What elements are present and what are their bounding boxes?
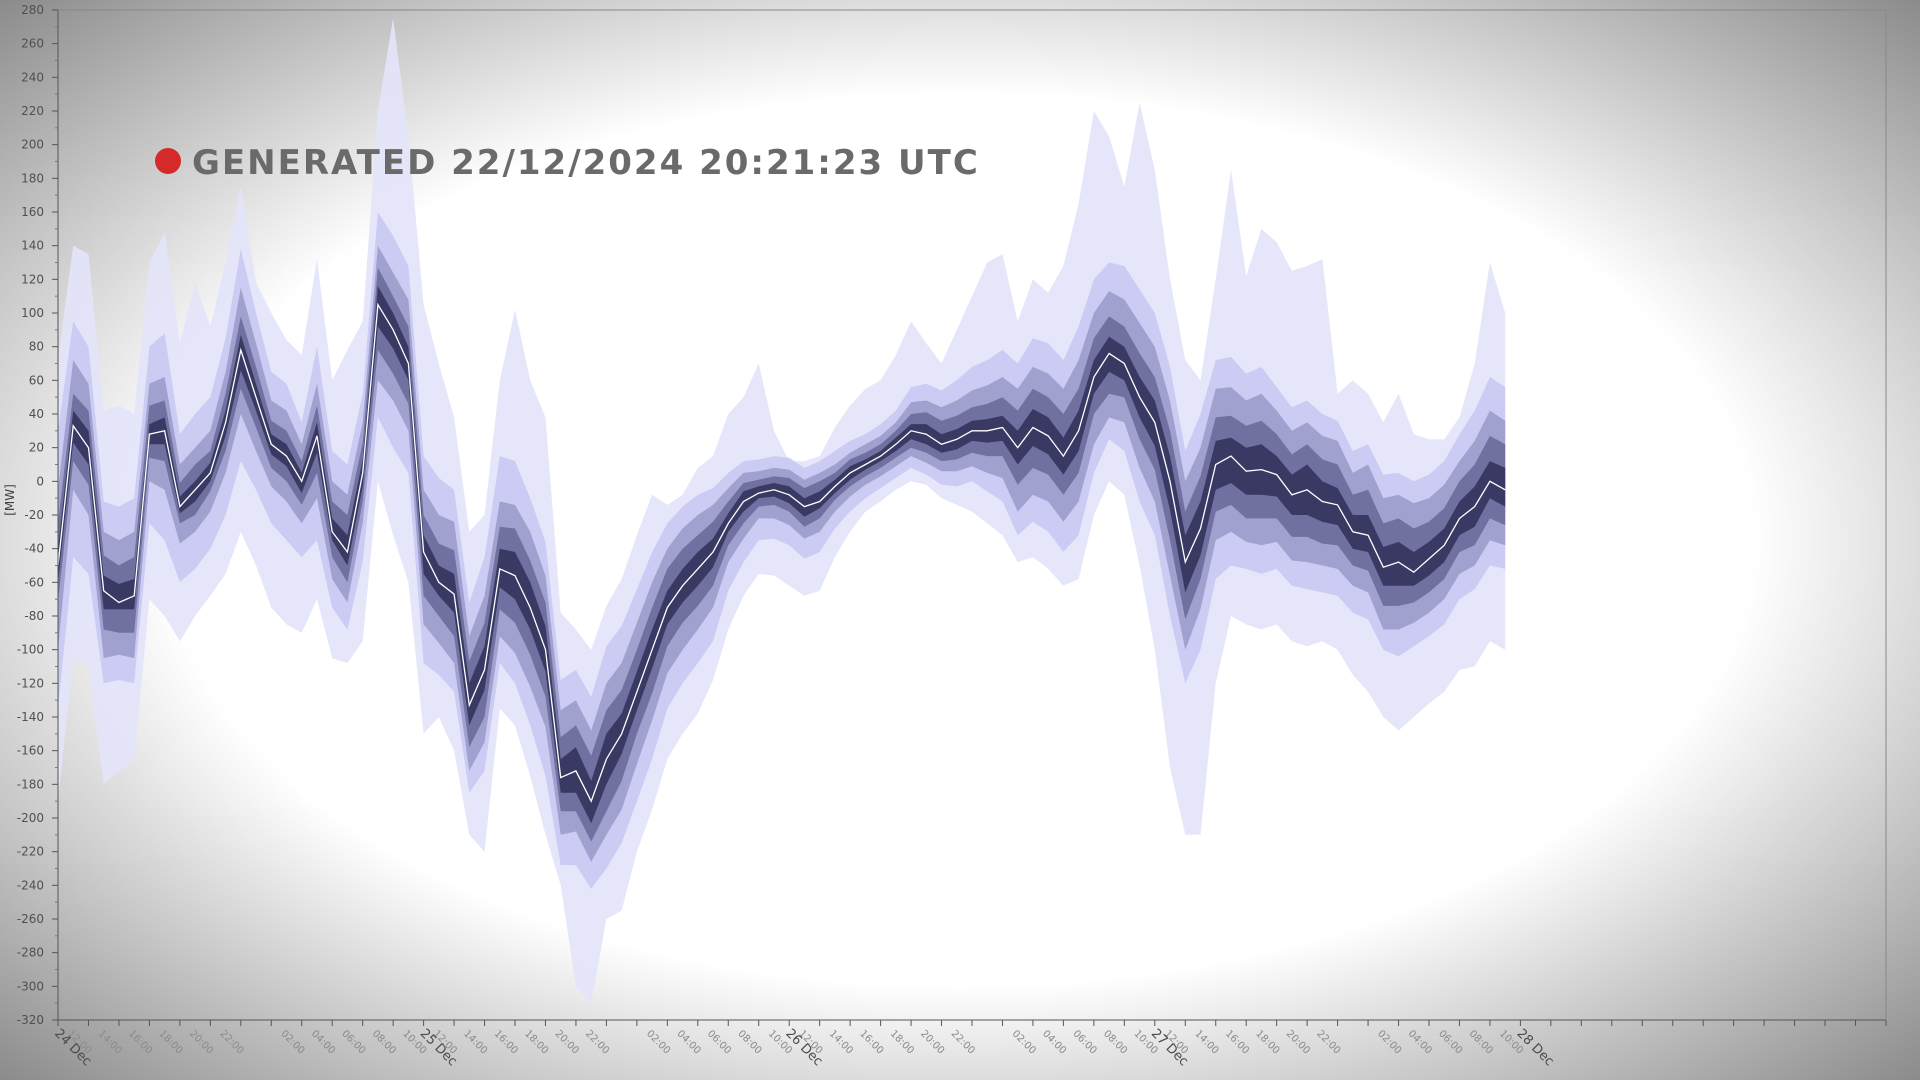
band-inner-area (58, 286, 1506, 824)
y-tick-label: -200 (17, 811, 44, 825)
y-tick-label: -180 (17, 777, 44, 791)
y-tick-label: -160 (17, 744, 44, 758)
y-ticks: 280260240220200180160140120100806040200-… (17, 3, 58, 1027)
y-tick-label: 80 (29, 340, 44, 354)
y-tick-label: 280 (21, 3, 44, 17)
y-tick-label: -220 (17, 845, 44, 859)
y-tick-label: -140 (17, 710, 44, 724)
y-tick-label: 60 (29, 373, 44, 387)
y-tick-label: 40 (29, 407, 44, 421)
y-tick-label: 200 (21, 138, 44, 152)
y-tick-label: 240 (21, 70, 44, 84)
generated-banner: GENERATED 22/12/2024 20:21:23 UTC (155, 143, 980, 183)
y-tick-label: 0 (36, 474, 44, 488)
y-tick-label: -40 (24, 542, 44, 556)
y-tick-label: -240 (17, 878, 44, 892)
status-dot-icon (155, 148, 181, 174)
y-tick-label: -20 (24, 508, 44, 522)
y-axis-title: [MW] (3, 484, 17, 516)
y-tick-label: -100 (17, 643, 44, 657)
y-tick-label: -80 (24, 609, 44, 623)
y-tick-label: -320 (17, 1013, 44, 1027)
median-line (57, 302, 1506, 803)
median-line-group (57, 302, 1506, 803)
y-tick-label: 160 (21, 205, 44, 219)
y-tick-label: 140 (21, 239, 44, 253)
y-tick-label: 180 (21, 171, 44, 185)
y-tick-label: 220 (21, 104, 44, 118)
y-tick-label: -60 (24, 575, 44, 589)
y-tick-label: 260 (21, 37, 44, 51)
y-tick-label: -260 (17, 912, 44, 926)
generated-timestamp: GENERATED 22/12/2024 20:21:23 UTC (192, 143, 980, 183)
y-tick-label: -300 (17, 979, 44, 993)
y-tick-label: -120 (17, 676, 44, 690)
y-tick-label: 100 (21, 306, 44, 320)
y-tick-label: -280 (17, 946, 44, 960)
forecast-bands (58, 18, 1506, 1004)
y-tick-label: 20 (29, 441, 44, 455)
y-tick-label: 120 (21, 272, 44, 286)
